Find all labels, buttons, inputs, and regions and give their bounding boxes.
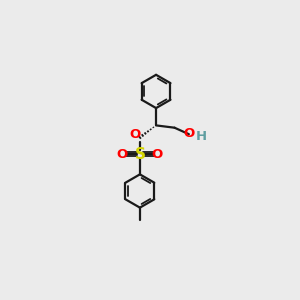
Text: O: O [129, 128, 140, 141]
Text: O: O [152, 148, 163, 160]
Text: O: O [117, 148, 128, 160]
Text: O: O [184, 128, 195, 140]
Text: S: S [134, 146, 146, 161]
Text: H: H [196, 130, 207, 143]
